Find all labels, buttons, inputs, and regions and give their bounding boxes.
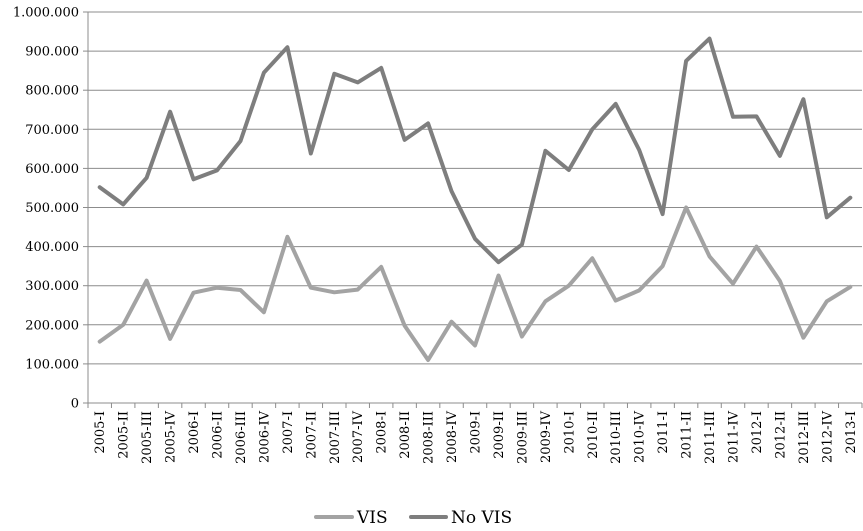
- x-tick-label: 2010-I: [562, 411, 577, 454]
- series-line-vis: [97, 205, 853, 362]
- x-tick-label: 2012-II: [773, 411, 788, 459]
- series-lines: [97, 36, 853, 362]
- x-tick-label: 2010-III: [609, 411, 624, 464]
- x-tick-label: 2010-II: [586, 411, 601, 459]
- x-tick-label: 2012-I: [750, 411, 765, 454]
- x-tick-label: 2012-III: [797, 411, 812, 464]
- legend: VIS No VIS: [314, 508, 512, 528]
- y-tick-label: 800.000: [25, 84, 79, 99]
- x-tick-label: 2010-IV: [633, 410, 648, 463]
- x-tick-label: 2013-I: [844, 411, 859, 454]
- legend-label: No VIS: [451, 508, 512, 528]
- x-tick-label: 2006-I: [187, 411, 202, 454]
- axes: [83, 11, 863, 408]
- x-tick-label: 2011-II: [680, 411, 695, 459]
- x-tick-label: 2006-II: [211, 411, 226, 459]
- x-tick-label: 2008-I: [375, 411, 390, 454]
- x-tick-label: 2009-II: [492, 411, 507, 459]
- x-tick-label: 2007-I: [281, 411, 296, 454]
- x-tick-label: 2011-IV: [727, 410, 742, 463]
- x-tick-label: 2009-III: [515, 411, 530, 464]
- x-tick-label: 2009-IV: [539, 410, 554, 463]
- x-tick-label: 2012-IV: [820, 410, 835, 463]
- y-tick-label: 300.000: [25, 279, 79, 294]
- y-tick-label: 600.000: [25, 162, 79, 177]
- x-tick-label: 2009-I: [469, 411, 484, 454]
- x-tick-label: 2005-II: [117, 411, 132, 459]
- x-tick-label: 2006-III: [234, 411, 249, 464]
- legend-label: VIS: [356, 508, 388, 528]
- y-tick-label: 100.000: [25, 357, 79, 372]
- y-tick-label: 200.000: [25, 318, 79, 333]
- x-tick-label: 2008-II: [398, 411, 413, 459]
- y-tick-labels: 0 100.000 200.000 300.000 400.000 500.000 600.…: [13, 6, 79, 412]
- y-tick-label: 0: [71, 397, 79, 412]
- x-tick-label: 2007-III: [328, 411, 343, 464]
- x-tick-label: 2005-III: [140, 411, 155, 464]
- x-tick-label: 2011-I: [656, 411, 671, 454]
- x-tick-label: 2005-I: [93, 411, 108, 454]
- series-line-no-vis: [97, 36, 853, 265]
- y-tick-label: 500.000: [25, 201, 79, 216]
- x-tick-label: 2005-IV: [164, 410, 179, 463]
- x-tick-label: 2007-IV: [351, 410, 366, 463]
- y-tick-label: 900.000: [25, 45, 79, 60]
- y-tick-label: 400.000: [25, 240, 79, 255]
- y-tick-label: 700.000: [25, 123, 79, 138]
- x-tick-label: 2011-III: [703, 411, 718, 464]
- gridlines: [88, 11, 862, 365]
- x-tick-label: 2007-II: [304, 411, 319, 459]
- x-tick-labels: 2005-I 2005-II 2005-III 2005-IV 2006-I 2006-I…: [93, 410, 859, 464]
- y-tick-label: 1.000.000: [13, 6, 79, 21]
- x-tick-label: 2008-III: [422, 411, 437, 464]
- x-tick-label: 2006-IV: [257, 410, 272, 463]
- x-tick-label: 2008-IV: [445, 410, 460, 463]
